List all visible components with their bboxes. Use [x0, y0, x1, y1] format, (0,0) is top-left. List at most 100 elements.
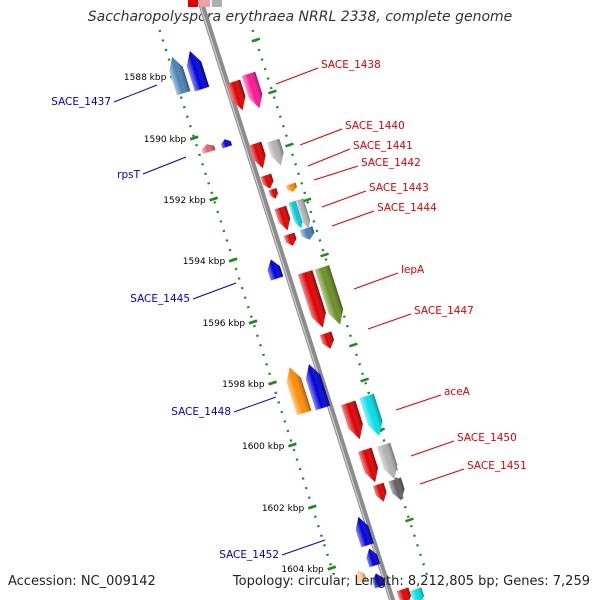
gene-arrow: [188, 0, 198, 7]
label-leader-line: [321, 190, 367, 208]
kbp-tick-label: 1598 kbp: [222, 380, 265, 390]
gene-label-sace-1451[interactable]: SACE_1451: [467, 460, 527, 472]
gene-arrow: [396, 587, 411, 600]
kbp-tick-label: 1600 kbp: [242, 442, 285, 452]
label-leader-line: [281, 539, 326, 556]
ruler-tick: [251, 37, 261, 43]
map-title: Saccharopolyspora erythraea NRRL 2338, c…: [87, 9, 513, 25]
label-leader-line: [313, 165, 359, 181]
label-leader-line: [142, 156, 187, 175]
gene-arrow: [388, 477, 405, 501]
label-leader-line: [113, 84, 158, 103]
label-leader-line: [331, 210, 375, 227]
label-leader-line: [410, 440, 455, 457]
gene-arrow: [376, 442, 398, 480]
gene-label-sace-1443[interactable]: SACE_1443: [369, 182, 429, 194]
ruler-tick: [228, 257, 238, 263]
gene-label-lepa[interactable]: lepA: [401, 264, 425, 276]
gene-arrow: [283, 232, 297, 246]
ruler-tick: [209, 196, 219, 202]
gene-arrow: [268, 188, 278, 199]
gene-arrow: [169, 56, 191, 96]
gene-label-sace-1452[interactable]: SACE_1452: [219, 549, 279, 561]
gene-arrow: [298, 270, 326, 328]
gene-labels: SACE_1438 SACE_1440 SACE_1441 SACE_1442 SACE…: [51, 59, 527, 561]
gene-arrow: [241, 71, 263, 109]
gene-arrow: [319, 331, 334, 349]
ruler-tick: [268, 89, 277, 95]
ruler-tick: [348, 342, 358, 348]
gene-arrow: [305, 364, 331, 411]
gene-label-sace-1447[interactable]: SACE_1447: [414, 305, 474, 317]
gene-label-sace-1448[interactable]: SACE_1448: [171, 406, 231, 418]
kbp-tick-label: 1596 kbp: [203, 319, 246, 329]
gene-features: [169, 0, 424, 600]
gene-arrow: [248, 141, 266, 169]
gene-arrow: [286, 367, 312, 416]
label-leader-line: [395, 394, 442, 411]
gene-label-sace-1437[interactable]: SACE_1437: [51, 96, 111, 108]
label-leader-line: [275, 67, 319, 85]
ruler-tick: [189, 135, 199, 141]
gene-label-sace-1445[interactable]: SACE_1445: [130, 293, 190, 305]
ruler-tick: [287, 442, 297, 448]
label-leader-line: [192, 282, 237, 300]
ruler-tick: [302, 197, 312, 203]
gene-arrow: [212, 0, 222, 7]
label-leader-line: [299, 128, 343, 146]
ruler-tick: [320, 252, 330, 258]
gene-arrow: [299, 226, 315, 240]
gene-arrow: [295, 198, 311, 229]
gene-arrow: [201, 144, 216, 154]
ruler-tick: [360, 377, 370, 383]
gene-arrow: [260, 173, 274, 189]
gene-label-sace-1450[interactable]: SACE_1450: [457, 432, 517, 444]
label-leader-line: [353, 272, 399, 290]
accession-text: Accession: NC_009142: [8, 574, 156, 589]
gene-label-rpst[interactable]: rpsT: [117, 169, 140, 181]
gene-label-sace-1438[interactable]: SACE_1438: [321, 59, 381, 71]
backbone-highlight: [197, 0, 392, 600]
gene-arrow: [286, 182, 297, 192]
gene-arrow: [267, 259, 284, 281]
kbp-tick-label: 1592 kbp: [163, 196, 206, 206]
gene-label-sace-1444[interactable]: SACE_1444: [377, 202, 437, 214]
ruler-tick: [284, 142, 294, 148]
kbp-ruler: 1588 kbp 1590 kbp 1592 kbp 1594 kbp 1596 kbp…: [124, 29, 429, 576]
gene-arrow: [186, 50, 210, 92]
gene-label-sace-1440[interactable]: SACE_1440: [345, 120, 405, 132]
label-leader-line: [233, 396, 277, 413]
gene-arrow: [266, 138, 284, 166]
ruler-tick: [327, 565, 337, 571]
genome-stats-text: Topology: circular; Length: 8,212,805 bp…: [232, 574, 590, 589]
gene-arrow: [355, 570, 367, 584]
gene-arrow: [221, 139, 232, 149]
ruler-tick: [268, 380, 277, 386]
gene-arrow: [314, 265, 344, 325]
gene-label-acea[interactable]: aceA: [444, 386, 471, 398]
ruler-tick: [248, 319, 258, 325]
gene-arrow: [359, 393, 383, 437]
gene-arrow: [409, 587, 424, 600]
gene-arrow: [355, 516, 374, 548]
kbp-tick-label: 1604 kbp: [281, 565, 324, 575]
gene-arrow: [373, 482, 387, 502]
gene-arrow: [226, 79, 246, 111]
gene-label-sace-1442[interactable]: SACE_1442: [361, 157, 421, 169]
gene-label-sace-1441[interactable]: SACE_1441: [353, 140, 413, 152]
gene-arrow: [358, 447, 379, 483]
gene-arrow: [366, 548, 380, 568]
kbp-tick-label: 1594 kbp: [183, 257, 226, 267]
gene-arrow: [200, 0, 210, 7]
kbp-tick-label: 1602 kbp: [262, 504, 305, 514]
kbp-tick-label: 1590 kbp: [144, 135, 187, 145]
label-leader-line: [307, 148, 351, 167]
gene-arrow: [274, 205, 291, 231]
gene-arrow: [288, 200, 304, 229]
ruler-tick: [404, 517, 414, 523]
ruler-tick: [307, 504, 317, 510]
label-leader-line: [419, 468, 465, 485]
gene-arrow: [372, 573, 386, 589]
kbp-tick-label: 1588 kbp: [124, 73, 167, 83]
